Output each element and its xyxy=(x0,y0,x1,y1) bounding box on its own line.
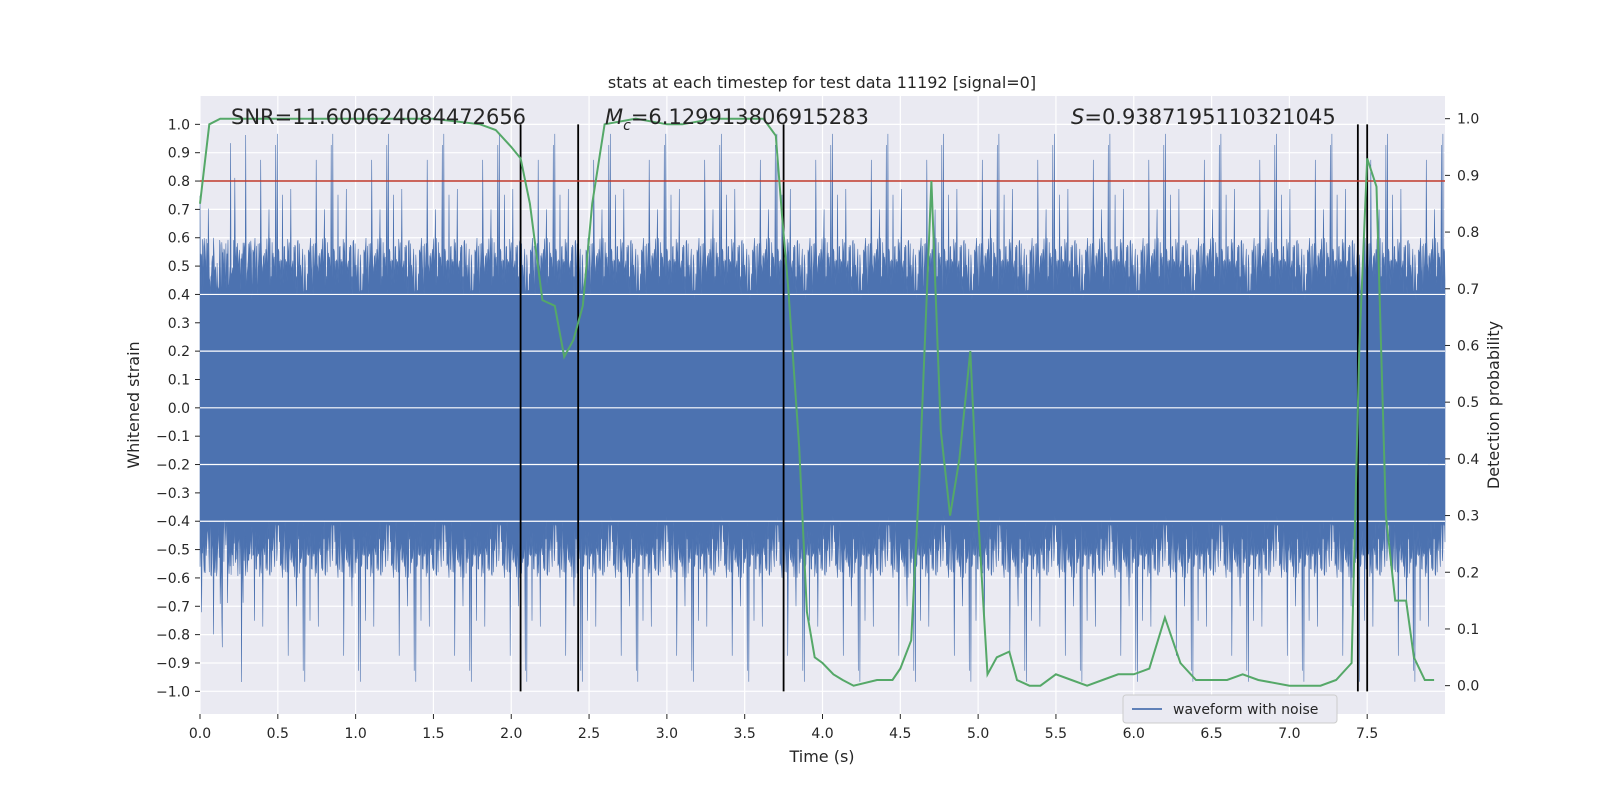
x-tick-label: 7.0 xyxy=(1278,726,1300,742)
x-tick-label: 6.0 xyxy=(1123,726,1145,742)
snr-annotation: SNR=11.600624084472656 xyxy=(231,105,526,129)
y-right-tick-label: 0.9 xyxy=(1457,168,1479,184)
legend-box xyxy=(1122,694,1338,724)
y-left-tick-label: 1.0 xyxy=(168,117,190,133)
y-left-tick-label: −0.2 xyxy=(156,458,190,474)
x-tick-label: 7.5 xyxy=(1356,726,1378,742)
y-left-tick-label: 0.9 xyxy=(168,146,190,162)
y-left-tick-label: −0.9 xyxy=(156,656,190,672)
x-tick-label: 4.5 xyxy=(889,726,911,742)
x-tick-label: 4.0 xyxy=(811,726,833,742)
y-right-tick-label: 0.8 xyxy=(1457,225,1479,241)
x-tick-label: 0.5 xyxy=(267,726,289,742)
y-right-tick-label: 0.1 xyxy=(1457,622,1479,638)
x-tick-label: 3.0 xyxy=(656,726,678,742)
y-left-tick-label: 0.7 xyxy=(168,202,190,218)
x-axis-label: Time (s) xyxy=(788,747,854,766)
x-tick-label: 1.0 xyxy=(344,726,366,742)
y-right-tick-label: 0.5 xyxy=(1457,395,1479,411)
x-tick-label: 5.0 xyxy=(967,726,989,742)
y-left-tick-label: −0.4 xyxy=(156,514,190,530)
y-left-tick-label: 0.0 xyxy=(168,401,190,417)
y-left-tick-label: 0.8 xyxy=(168,174,190,190)
legend: waveform with noise xyxy=(1122,694,1338,724)
chart-title: stats at each timestep for test data 111… xyxy=(608,73,1036,92)
chirp-mass-symbol: M xyxy=(605,105,623,129)
y-left-tick-label: 0.6 xyxy=(168,231,190,247)
y-left-tick-label: 0.5 xyxy=(168,259,190,275)
chirp-mass-annotation: Mc=6.129913806915283 xyxy=(605,105,869,134)
y-axis-label-left: Whitened strain xyxy=(124,341,143,468)
y-left-tick-label: 0.3 xyxy=(168,316,190,332)
y-left-tick-label: −0.7 xyxy=(156,599,190,615)
y-left-tick-label: −0.8 xyxy=(156,628,190,644)
y-left-tick-label: 0.1 xyxy=(168,372,190,388)
y-right-tick-label: 1.0 xyxy=(1457,112,1479,128)
y-left-tick-label: −0.6 xyxy=(156,571,190,587)
s-value: =0.9387195110321045 xyxy=(1084,105,1335,129)
probability-series xyxy=(199,117,1435,687)
y-right-tick-label: 0.2 xyxy=(1457,565,1479,581)
y-axis-label-right: Detection probability xyxy=(1484,321,1503,489)
y-left-tick-label: 0.2 xyxy=(168,344,190,360)
y-right-tick-label: 0.3 xyxy=(1457,509,1479,525)
x-tick-label: 1.5 xyxy=(422,726,444,742)
y-right-tick-label: 0.0 xyxy=(1457,679,1479,695)
x-tick-label: 2.0 xyxy=(500,726,522,742)
y-right-tick-label: 0.6 xyxy=(1457,338,1479,354)
detection-probability-line xyxy=(199,117,1435,687)
y-right-tick-label: 0.7 xyxy=(1457,282,1479,298)
chirp-mass-value: =6.129913806915283 xyxy=(631,105,869,129)
y-left-tick-label: 0.4 xyxy=(168,287,190,303)
chirp-mass-subscript: c xyxy=(623,118,631,134)
s-symbol: S xyxy=(1071,105,1084,129)
y-right-tick-label: 0.4 xyxy=(1457,452,1479,468)
x-tick-label: 5.5 xyxy=(1045,726,1067,742)
x-tick-label: 6.5 xyxy=(1200,726,1222,742)
y-left-tick-label: −0.3 xyxy=(156,486,190,502)
tick-labels: 0.0 0.5 1.0 1.5 2.0 2.5 3.0 3.5 4.0 4.5 5.0 5.5 6.0 6… xyxy=(156,112,1479,742)
x-tick-label: 3.5 xyxy=(734,726,756,742)
x-tick-label: 0.0 xyxy=(189,726,211,742)
y-left-tick-label: −0.5 xyxy=(156,543,190,559)
x-tick-label: 2.5 xyxy=(578,726,600,742)
legend-label: waveform with noise xyxy=(1173,702,1318,718)
y-left-tick-label: −0.1 xyxy=(156,429,190,445)
y-left-tick-label: −1.0 xyxy=(156,684,190,700)
s-annotation: S=0.9387195110321045 xyxy=(1071,105,1336,129)
waveform-series xyxy=(199,133,1446,683)
